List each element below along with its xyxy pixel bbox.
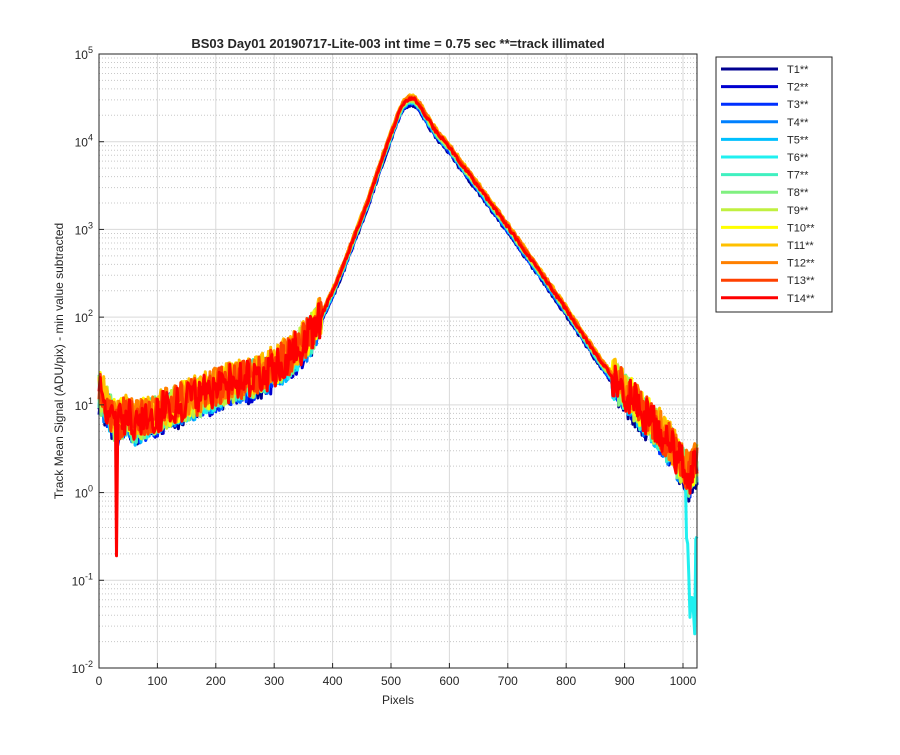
legend-label: T7** bbox=[787, 170, 809, 182]
legend-label: T11** bbox=[787, 240, 814, 252]
plot-frame bbox=[98, 53, 698, 669]
legend-label: T9** bbox=[787, 205, 809, 217]
series-group bbox=[97, 93, 699, 636]
y-tick-label: 10-2 bbox=[72, 659, 93, 676]
y-tick-label: 103 bbox=[75, 220, 93, 237]
x-axis-label: Pixels bbox=[382, 693, 414, 707]
y-tick-label: 105 bbox=[75, 45, 93, 62]
legend-label: T1** bbox=[787, 64, 809, 76]
x-tick-label: 1000 bbox=[670, 674, 697, 688]
y-axis-label: Track Mean Signal (ADU/pix) - min value … bbox=[52, 223, 66, 499]
x-tick-label: 100 bbox=[147, 674, 167, 688]
x-tick-label: 0 bbox=[96, 674, 103, 688]
legend: T1** T2** T3** T4** T5** T6** T7** T8** T9** T10*… bbox=[715, 56, 833, 313]
legend-box bbox=[715, 56, 833, 313]
x-tick-label: 900 bbox=[615, 674, 635, 688]
legend-label: T5** bbox=[787, 134, 809, 146]
y-tick-label: 10-1 bbox=[72, 571, 93, 588]
chart-title: BS03 Day01 20190717-Lite-003 int time = … bbox=[191, 36, 604, 51]
x-tick-label: 500 bbox=[381, 674, 401, 688]
legend-label: T14** bbox=[787, 293, 815, 305]
y-tick-label: 104 bbox=[75, 133, 93, 150]
legend-label: T3** bbox=[787, 99, 809, 111]
legend-label: T8** bbox=[787, 187, 809, 199]
legend-label: T4** bbox=[787, 117, 809, 129]
legend-label: T6** bbox=[787, 152, 809, 164]
x-tick-label: 700 bbox=[498, 674, 518, 688]
legend-label: T13** bbox=[787, 275, 815, 287]
legend-label: T10** bbox=[787, 222, 815, 234]
plot-background bbox=[99, 54, 697, 668]
y-tick-label: 101 bbox=[75, 396, 93, 413]
grid bbox=[98, 53, 697, 669]
x-tick-label: 200 bbox=[206, 674, 226, 688]
x-tick-label: 400 bbox=[323, 674, 343, 688]
legend-label: T2** bbox=[787, 82, 809, 94]
x-tick-label: 600 bbox=[439, 674, 459, 688]
x-tick-label: 300 bbox=[264, 674, 284, 688]
y-tick-label: 102 bbox=[75, 308, 93, 325]
series-line bbox=[97, 96, 699, 558]
ticks: 0 100 200 300 400 500 600 700 800 900 1000 10-2 10-1… bbox=[72, 45, 697, 688]
legend-label: T12** bbox=[787, 258, 815, 270]
x-tick-label: 800 bbox=[556, 674, 576, 688]
y-tick-label: 100 bbox=[75, 484, 93, 501]
